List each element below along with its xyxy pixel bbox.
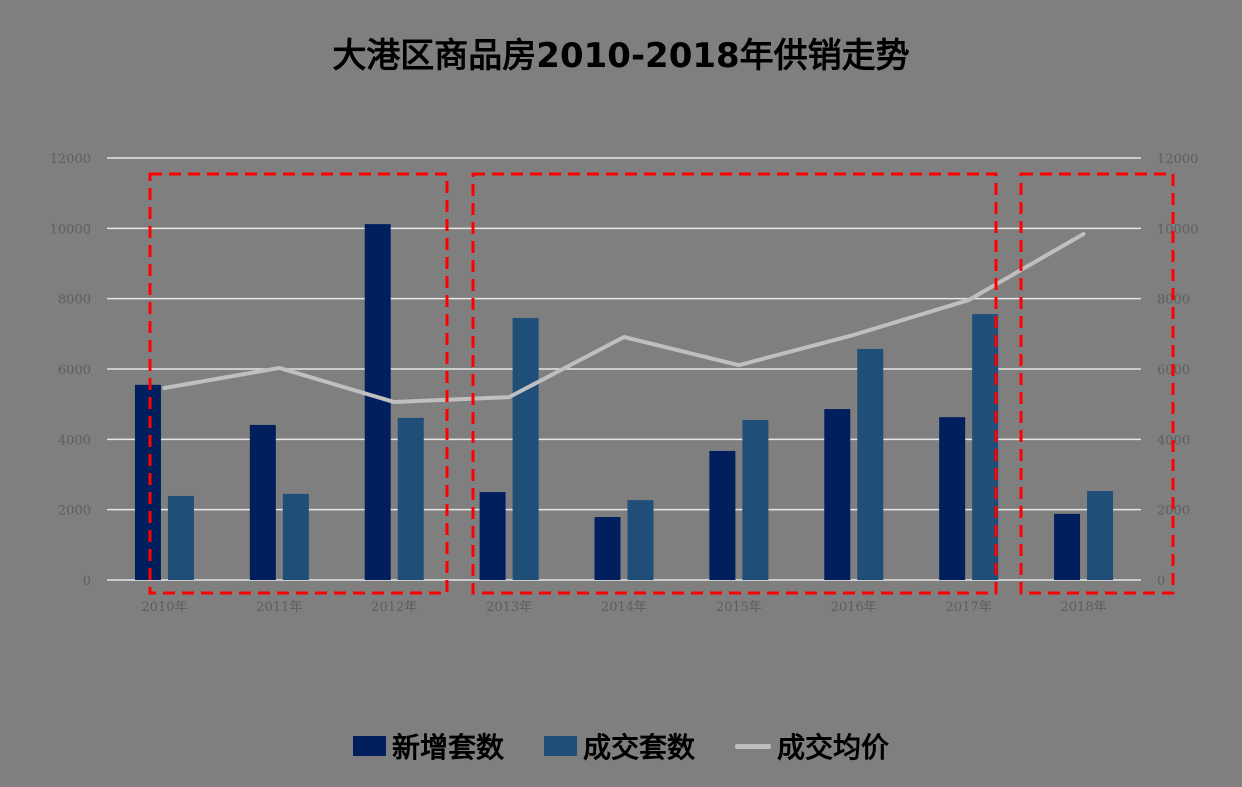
left-axis-tick: 4000: [58, 433, 91, 448]
highlight-box: [471, 172, 998, 595]
x-axis-label: 2011年: [256, 600, 302, 615]
x-axis-label: 2012年: [371, 600, 417, 615]
bar-sold-units: [857, 348, 884, 580]
legend-item-new-units: 新增套数: [352, 726, 504, 766]
highlight-box: [1019, 172, 1175, 595]
left-axis-tick: 0: [83, 574, 91, 589]
legend-label: 新增套数: [391, 731, 504, 764]
chart-title: 大港区商品房2010-2018年供销走势: [332, 36, 910, 76]
x-axis-label: 2013年: [486, 600, 532, 615]
x-axis-label: 2015年: [716, 600, 762, 615]
right-axis-tick: 0: [1157, 574, 1165, 589]
bar-new-units: [134, 384, 161, 580]
right-axis-tick: 2000: [1157, 504, 1190, 519]
bar-sold-units: [1087, 491, 1114, 580]
bar-new-units: [939, 417, 966, 580]
legend-label: 成交均价: [777, 731, 890, 764]
bar-new-units: [364, 224, 391, 580]
legend-item-avg-price: 成交均价: [735, 726, 889, 766]
legend-label: 成交套数: [582, 731, 695, 764]
bar-sold-units: [167, 495, 194, 580]
line-avg-price: [162, 231, 1086, 405]
bar-sold-units: [282, 493, 309, 580]
right-axis-tick: 12000: [1157, 152, 1198, 167]
legend-line-avg-price: [735, 743, 771, 749]
x-axis-label: 2014年: [601, 600, 647, 615]
bar-new-units: [594, 517, 621, 580]
bar-new-units: [249, 424, 276, 580]
bar-new-units: [824, 409, 851, 580]
left-axis-tick: 12000: [50, 152, 91, 167]
bar-sold-units: [397, 417, 424, 580]
left-axis-tick: 8000: [58, 293, 91, 308]
x-axis-label: 2018年: [1061, 600, 1107, 615]
bar-new-units: [1054, 513, 1081, 580]
legend-item-sold-units: 成交套数: [543, 726, 695, 766]
bar-sold-units: [512, 318, 539, 580]
x-axis-label: 2017年: [946, 600, 992, 615]
bar-sold-units: [972, 314, 999, 580]
right-axis-tick: 10000: [1157, 222, 1198, 237]
bar-sold-units: [742, 419, 769, 580]
legend-swatch-new-units: [352, 736, 386, 756]
left-axis-tick: 2000: [58, 504, 91, 519]
x-axis-label: 2010年: [141, 600, 187, 615]
legend: 新增套数 成交套数 成交均价: [0, 726, 1242, 766]
bar-sold-units: [627, 500, 654, 580]
x-axis-label: 2016年: [831, 600, 877, 615]
left-axis-tick: 6000: [58, 363, 91, 378]
right-axis-tick: 8000: [1157, 293, 1190, 308]
legend-swatch-sold-units: [543, 736, 577, 756]
highlight-box: [148, 172, 449, 595]
bar-new-units: [479, 492, 506, 580]
left-axis-tick: 10000: [50, 222, 91, 237]
bar-new-units: [709, 450, 736, 580]
